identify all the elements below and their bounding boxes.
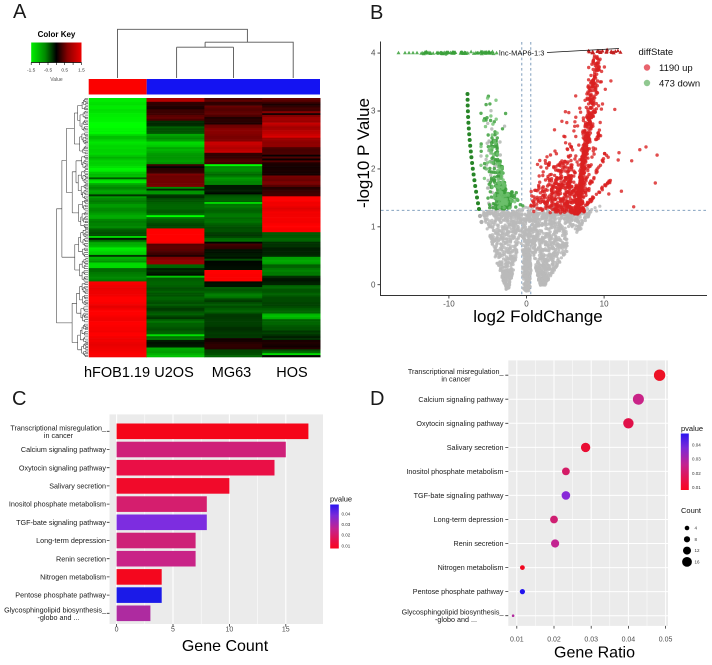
svg-text:Count: Count [681,506,702,515]
svg-text:Gene Count: Gene Count [182,638,269,655]
svg-text:MG63: MG63 [212,365,252,381]
svg-text:pvalue: pvalue [330,495,352,504]
svg-text:Long-term depression: Long-term depression [36,536,106,545]
svg-text:0.03: 0.03 [584,636,598,643]
svg-text:0.02: 0.02 [692,471,701,476]
svg-text:log2 FoldChange: log2 FoldChange [473,307,602,326]
svg-text:hFOB1.19: hFOB1.19 [84,365,150,381]
svg-text:0: 0 [524,300,529,309]
svg-text:Glycosphingolipid biosynthesis: Glycosphingolipid biosynthesis_ [4,605,107,614]
svg-text:3: 3 [371,107,376,116]
svg-text:0.01: 0.01 [692,485,701,490]
svg-text:-log10 P Value: -log10 P Value [354,98,373,208]
svg-text:10: 10 [600,300,609,309]
svg-text:A: A [13,1,27,23]
svg-text:Long-term depression: Long-term depression [434,515,504,524]
svg-text:in cancer: in cancer [441,375,471,384]
svg-text:5: 5 [171,627,175,634]
svg-text:1: 1 [371,222,376,231]
svg-text:Pentose phosphate pathway: Pentose phosphate pathway [413,587,504,596]
svg-text:Pentose phosphate pathway: Pentose phosphate pathway [15,591,106,600]
svg-text:TGF-bate signaling pathway: TGF-bate signaling pathway [414,491,504,500]
svg-text:0.04: 0.04 [342,512,351,517]
svg-text:Inositol phosphate metabolism: Inositol phosphate metabolism [406,467,503,476]
svg-text:0.03: 0.03 [692,457,701,462]
svg-text:-0.5: -0.5 [44,68,53,74]
svg-text:-1.5: -1.5 [27,68,36,74]
svg-text:473 down: 473 down [659,78,700,89]
svg-text:4: 4 [695,526,698,531]
svg-text:C: C [12,388,26,410]
svg-text:0.03: 0.03 [342,522,351,527]
svg-text:Transcriptional misregulation_: Transcriptional misregulation_ [10,423,107,432]
svg-text:B: B [370,2,383,24]
svg-text:0.02: 0.02 [342,533,351,538]
svg-text:0.04: 0.04 [692,443,701,448]
svg-text:Renin secretion: Renin secretion [56,554,106,563]
svg-text:Nitrogen metabolism: Nitrogen metabolism [438,563,504,572]
svg-text:U2OS: U2OS [154,365,194,381]
svg-text:HOS: HOS [276,365,307,381]
svg-text:16: 16 [695,560,701,565]
svg-text:Nitrogen metabolism: Nitrogen metabolism [40,573,106,582]
svg-text:Salivary secretion: Salivary secretion [49,482,106,491]
svg-text:Inositol phosphate metabolism: Inositol phosphate metabolism [9,500,106,509]
svg-text:Salivary secretion: Salivary secretion [447,443,504,452]
svg-text:D: D [370,388,384,410]
svg-text:2: 2 [371,165,376,174]
svg-text:1.5: 1.5 [78,68,85,74]
svg-text:-10: -10 [443,300,455,309]
svg-text:1190 up: 1190 up [659,63,693,74]
svg-text:-globo and ...: -globo and ... [38,613,80,622]
svg-text:lnc-MAP6-1:3: lnc-MAP6-1:3 [499,49,544,58]
svg-text:in cancer: in cancer [44,431,74,440]
svg-text:Calcium signaling pathway: Calcium signaling pathway [418,395,504,404]
svg-text:Gene Ratio: Gene Ratio [554,645,635,662]
svg-text:0: 0 [115,627,119,634]
svg-text:0.01: 0.01 [342,543,351,548]
svg-text:TGF-bate signaling pathway: TGF-bate signaling pathway [16,518,106,527]
svg-text:-globo and ...: -globo and ... [435,615,477,624]
svg-text:Value: Value [50,77,63,83]
svg-text:10: 10 [226,627,234,634]
svg-text:diffState: diffState [639,47,674,58]
svg-text:Calcium signaling pathway: Calcium signaling pathway [21,445,107,454]
svg-text:0.02: 0.02 [547,636,561,643]
svg-text:0: 0 [371,280,376,289]
svg-text:0.04: 0.04 [622,636,636,643]
svg-text:Oxytocin signaling pathway: Oxytocin signaling pathway [416,419,504,428]
svg-text:Oxytocin signaling pathway: Oxytocin signaling pathway [19,463,107,472]
svg-text:8: 8 [695,537,698,542]
svg-text:0.05: 0.05 [659,636,673,643]
svg-text:0.01: 0.01 [510,636,524,643]
svg-text:Glycosphingolipid biosynthesis: Glycosphingolipid biosynthesis_ [402,608,505,617]
svg-text:pvalue: pvalue [681,424,703,433]
svg-text:Transcriptional misregulation_: Transcriptional misregulation_ [408,367,505,376]
svg-text:12: 12 [695,548,701,553]
svg-text:Color Key: Color Key [38,30,76,39]
svg-text:15: 15 [282,627,290,634]
svg-text:4: 4 [371,49,376,58]
svg-text:Renin secretion: Renin secretion [454,539,504,548]
svg-text:0.5: 0.5 [61,68,68,74]
